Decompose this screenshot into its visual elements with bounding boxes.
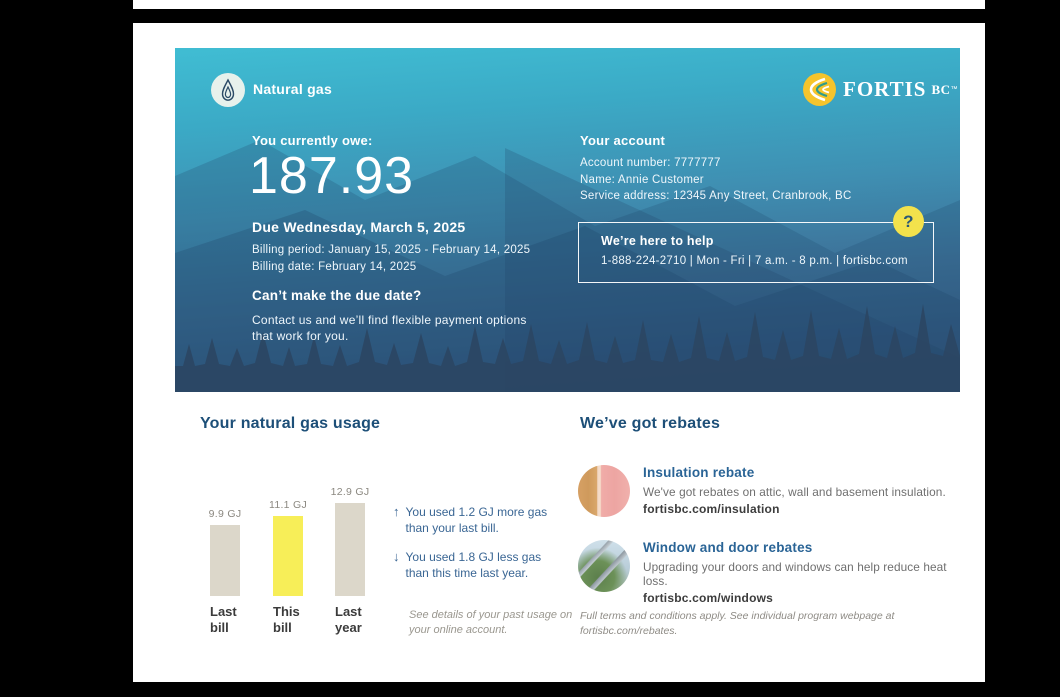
bar-value-label: 9.9 GJ (208, 508, 242, 520)
account-details: Account number: 7777777 Name: Annie Cust… (580, 155, 852, 205)
service-address: Service address: 12345 Any Street, Cranb… (580, 190, 852, 202)
rebate-item-windows: Window and door rebates Upgrading your d… (578, 540, 973, 605)
rebate-heading: Window and door rebates (643, 540, 813, 555)
usage-note-less: ↓ You used 1.8 GJ less gas than this tim… (393, 549, 542, 580)
help-question-icon[interactable]: ? (893, 206, 924, 237)
natural-gas-flame-icon (211, 73, 245, 107)
billing-date: Billing date: February 14, 2025 (252, 261, 417, 273)
usage-bar (335, 503, 365, 596)
billing-period: Billing period: January 15, 2025 - Febru… (252, 244, 531, 256)
logo-trademark: ™ (950, 86, 958, 93)
window-photo (578, 540, 630, 592)
bar-value-label: 11.1 GJ (268, 499, 308, 511)
usage-footnote: See details of your past usage on your o… (409, 609, 573, 636)
account-name: Name: Annie Customer (580, 173, 704, 186)
logo-bc: BC (931, 81, 951, 97)
help-contact-box: We’re here to help 1-888-224-2710 | Mon … (578, 222, 934, 283)
category-label-last-bill: Last bill (210, 604, 237, 635)
rebates-section-title: We’ve got rebates (580, 415, 721, 432)
usage-bar (210, 525, 240, 596)
rebate-heading: Insulation rebate (643, 465, 755, 480)
rebate-body: We've got rebates on attic, wall and bas… (643, 485, 946, 499)
rebate-item-insulation: Insulation rebate We've got rebates on a… (578, 465, 973, 517)
arrow-down-icon: ↓ (393, 549, 400, 564)
your-account-heading: Your account (580, 133, 666, 148)
rebate-link-windows[interactable]: fortisbc.com/windows (643, 591, 774, 605)
bill-page: Natural gas FORTIS BC ™ You currently ow… (133, 23, 985, 682)
logo-wordmark: FORTIS (843, 77, 927, 101)
usage-bar-chart: 9.9 GJ 11.1 GJ 12.9 GJ (208, 486, 442, 596)
mountains-trees-illustration (175, 140, 960, 392)
category-label-this-bill: This bill (273, 604, 300, 635)
due-date: Due Wednesday, March 5, 2025 (252, 219, 466, 235)
usage-bar (273, 516, 303, 596)
help-box-title: We’re here to help (601, 234, 714, 248)
category-label-last-year: Last year (335, 604, 362, 635)
amount-owing-label: You currently owe: (252, 133, 373, 148)
arrow-up-icon: ↑ (393, 504, 400, 519)
banner: Natural gas FORTIS BC ™ You currently ow… (175, 48, 960, 392)
product-label: Natural gas (253, 81, 332, 97)
fortisbc-logo-icon (803, 73, 836, 106)
fortisbc-logo: FORTIS BC ™ (803, 73, 958, 106)
bar-value-label: 12.9 GJ (330, 486, 370, 498)
help-contact-line: 1-888-224-2710 | Mon - Fri | 7 a.m. - 8 … (601, 255, 908, 267)
rebate-body: Upgrading your doors and windows can hel… (643, 560, 947, 588)
bar-last-year: 12.9 GJ (331, 486, 369, 596)
amount-owing-value: 187.93 (249, 147, 415, 205)
cant-make-due-date-heading: Can’t make the due date? (252, 288, 422, 303)
usage-section-title: Your natural gas usage (200, 415, 381, 432)
paper-edge (133, 0, 985, 9)
rebates-fine-print: Full terms and conditions apply. See ind… (580, 610, 895, 637)
bar-this-bill: 11.1 GJ (269, 499, 307, 596)
billing-info: Billing period: January 15, 2025 - Febru… (252, 242, 530, 276)
insulation-photo (578, 465, 630, 517)
cant-make-due-date-body: Contact us and we’ll find flexible payme… (252, 313, 527, 343)
rebate-link-insulation[interactable]: fortisbc.com/insulation (643, 502, 780, 516)
account-number: Account number: 7777777 (580, 157, 721, 169)
usage-note-more: ↑ You used 1.2 GJ more gas than your las… (393, 504, 548, 535)
bar-last-bill: 9.9 GJ (208, 508, 242, 596)
